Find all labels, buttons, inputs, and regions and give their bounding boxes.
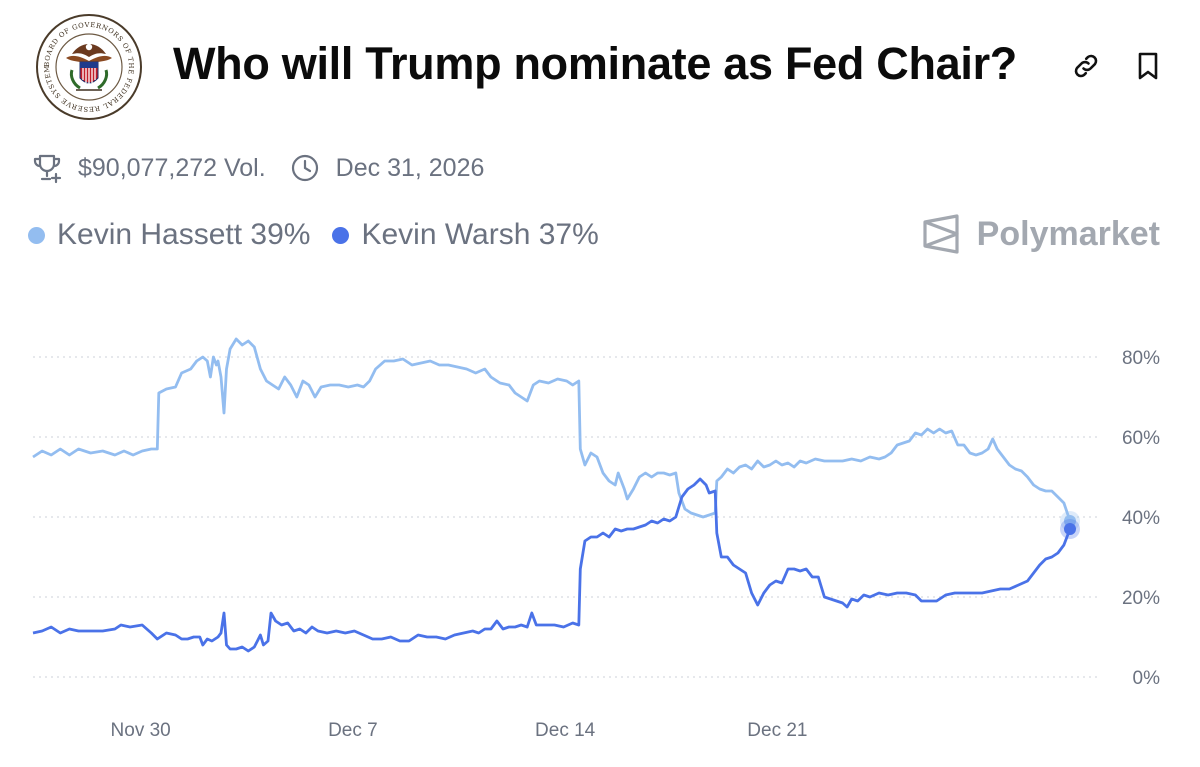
brand-name: Polymarket <box>976 214 1160 253</box>
legend-dot-warsh <box>332 226 350 244</box>
x-tick-label: Dec 21 <box>747 720 807 741</box>
series-line-kevin-hassett <box>32 337 1072 522</box>
x-axis-ticks: Nov 30 Dec 7 Dec 14 Dec 21 <box>111 720 808 741</box>
volume-item: $90,077,272 Vol. <box>30 151 266 185</box>
y-tick-label: 80% <box>1122 348 1160 369</box>
x-tick-label: Dec 7 <box>328 720 378 741</box>
legend-item-warsh[interactable]: Kevin Warsh 37% <box>332 218 599 252</box>
link-icon[interactable] <box>1068 48 1104 84</box>
bookmark-icon[interactable] <box>1130 48 1166 84</box>
end-date-text: Dec 31, 2026 <box>335 153 485 182</box>
legend-item-hassett[interactable]: Kevin Hassett 39% <box>28 218 310 252</box>
polymarket-logo-icon <box>923 214 959 254</box>
y-tick-label: 60% <box>1122 428 1160 449</box>
legend-dot-hassett <box>28 226 45 244</box>
chart-grid <box>33 356 1100 678</box>
y-tick-label: 40% <box>1122 508 1160 529</box>
y-tick-label: 0% <box>1133 668 1161 689</box>
polymarket-brand: Polymarket <box>919 212 1160 256</box>
legend-label-warsh: Kevin Warsh 37% <box>361 218 599 251</box>
x-tick-label: Dec 14 <box>535 720 596 741</box>
x-tick-label: Nov 30 <box>111 720 171 741</box>
clock-icon <box>291 154 318 182</box>
legend-label-hassett: Kevin Hassett 39% <box>57 218 311 251</box>
price-history-chart: 0% 20% 40% 60% 80% Nov 30 Dec 7 Dec 14 Dec 21 <box>32 337 1160 741</box>
federal-reserve-seal: BOARD OF GOVERNORS OF THE FEDERAL RESERV… <box>36 14 142 120</box>
y-tick-label: 20% <box>1122 588 1160 609</box>
trophy-icon <box>33 154 62 184</box>
volume-text: $90,077,272 Vol. <box>78 153 266 182</box>
market-meta: $90,077,272 Vol. Dec 31, 2026 <box>30 148 506 188</box>
chart-lines <box>32 337 1080 653</box>
page-title: Who will Trump nominate as Fed Chair? <box>173 38 1017 89</box>
chart-legend: Kevin Hassett 39% Kevin Warsh 37% <box>28 218 621 252</box>
endpoint-dot-kevin-warsh <box>1064 523 1076 535</box>
market-header: BOARD OF GOVERNORS OF THE FEDERAL RESERV… <box>0 0 1200 140</box>
y-axis-ticks: 0% 20% 40% 60% 80% <box>1122 348 1160 689</box>
end-date-item: Dec 31, 2026 <box>288 151 485 185</box>
series-line-kevin-warsh <box>32 477 1072 653</box>
